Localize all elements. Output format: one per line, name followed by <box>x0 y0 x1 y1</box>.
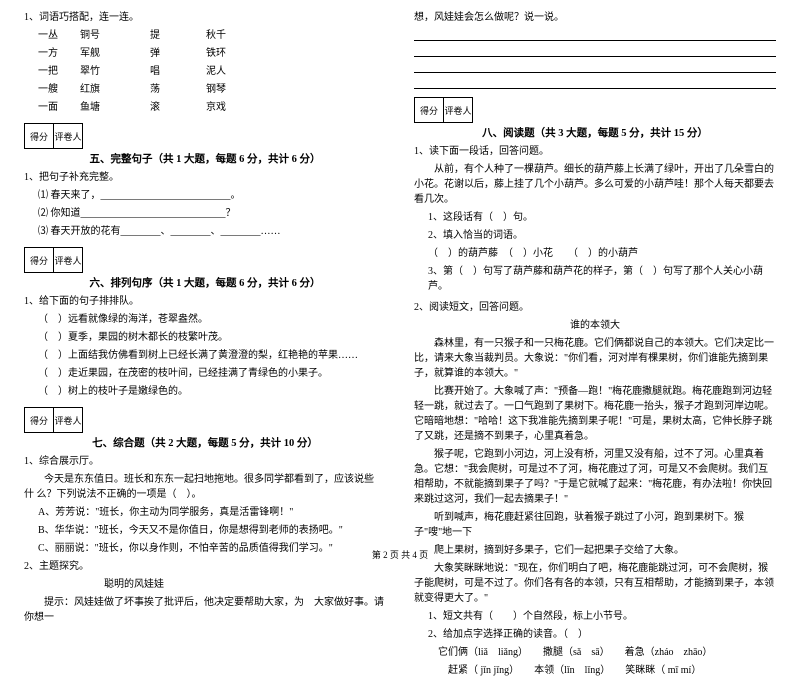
r1-item: 2、填入恰当的词语。 <box>414 228 776 243</box>
left-column: 1、词语巧搭配，连一连。 一丛铜号提秋千 一方军舰弹铁环 一把翠竹唱泥人 一艘红… <box>24 10 386 681</box>
score-cell: 得分 <box>24 407 54 433</box>
answer-line <box>414 77 776 89</box>
sec5-q: 1、把句子补充完整。 <box>24 170 386 185</box>
score-cell: 得分 <box>414 97 444 123</box>
sec6-item: （ ）树上的枝叶子是嫩绿色的。 <box>24 384 386 399</box>
r2-title: 谁的本领大 <box>414 318 776 333</box>
r2-words: 它们俩（liǎ liǎng） 撒腿（sǎ sā） 着急（zháo zhāo） <box>414 645 776 660</box>
section-8-title: 八、阅读题（共 3 大题，每题 5 分，共计 15 分） <box>414 125 776 140</box>
section-5-title: 五、完整句子（共 1 大题，每题 6 分，共计 6 分） <box>24 151 386 166</box>
sec7-p1: 今天是东东值日。班长和东东一起扫地拖地。很多同学都看到了，应该说些 什 么？下列… <box>24 472 386 502</box>
grader-cell: 评卷人 <box>53 123 83 149</box>
r2-p: 听到喊声，梅花鹿赶紧往回跑，驮着猴子跳过了小河，跑到果树下。猴子"嗖"地一下 <box>414 510 776 540</box>
sec5-item: ⑵ 你知道_____________________________？ <box>24 206 386 221</box>
sec7-q2: 2、主题探究。 <box>24 559 386 574</box>
pair-row: 一面鱼塘滚京戏 <box>24 100 386 115</box>
r2-p: 比赛开始了。大象喊了声："预备—跑！"梅花鹿撒腿就跑。梅花鹿跑到河边轻轻一跳，就… <box>414 384 776 444</box>
r2-head: 2、阅读短文，回答问题。 <box>414 300 776 315</box>
r2-words: 赶紧（ jǐn jǐng） 本领（lǐn lǐng） 笑眯眯（ mī mí） <box>414 663 776 678</box>
r1-item: 1、这段话有（ ）句。 <box>414 210 776 225</box>
r2-q: 1、短文共有（ ）个自然段，标上小节号。 <box>414 609 776 624</box>
sec6-item: （ ）上面结我仿佛看到树上已经长满了黄澄澄的梨，红艳艳的苹果…… <box>24 348 386 363</box>
grader-cell: 评卷人 <box>53 407 83 433</box>
section-7-title: 七、综合题（共 2 大题，每题 5 分，共计 10 分） <box>24 435 386 450</box>
r1-p: 从前，有个人种了一棵葫芦。细长的葫芦藤上长满了绿叶，开出了几朵雪白的小花。花谢以… <box>414 162 776 207</box>
right-column: 想，风娃娃会怎么做呢？说一说。 得分 评卷人 八、阅读题（共 3 大题，每题 5… <box>414 10 776 681</box>
sec7-p2: 提示：风娃娃做了坏事挨了批评后，他决定要帮助大家，为 大家做好事。请你想一 <box>24 595 386 625</box>
sec5-item: ⑴ 春天来了，__________________________。 <box>24 188 386 203</box>
section-6-title: 六、排列句序（共 1 大题，每题 6 分，共计 6 分） <box>24 275 386 290</box>
sec7-q1: 1、综合展示厅。 <box>24 454 386 469</box>
cont-line: 想，风娃娃会怎么做呢？说一说。 <box>414 10 776 25</box>
score-box-8: 得分 评卷人 <box>414 97 776 123</box>
pair-row: 一把翠竹唱泥人 <box>24 64 386 79</box>
sec7-sub: 聪明的风娃娃 <box>24 577 386 592</box>
pair-row: 一艘红旗荡钢琴 <box>24 82 386 97</box>
r1-item: 3、第（ ）句写了葫芦藤和葫芦花的样子，第（ ）句写了那个人关心小葫芦。 <box>414 264 776 294</box>
sec5-item: ⑶ 春天开放的花有________、________、________…… <box>24 224 386 239</box>
pair-row: 一丛铜号提秋千 <box>24 28 386 43</box>
pair-row: 一方军舰弹铁环 <box>24 46 386 61</box>
r2-q: 2、给加点字选择正确的读音。（ ） <box>414 627 776 642</box>
answer-line <box>414 29 776 41</box>
score-box-7: 得分 评卷人 <box>24 407 386 433</box>
r1-head: 1、读下面一段话，回答问题。 <box>414 144 776 159</box>
answer-line <box>414 45 776 57</box>
score-box-5: 得分 评卷人 <box>24 123 386 149</box>
score-cell: 得分 <box>24 247 54 273</box>
sec6-item: （ ）走近果园，在茂密的枝叶间，已经挂满了青绿色的小果子。 <box>24 366 386 381</box>
sec6-item: （ ）夏季，果园的树木都长的枝繁叶茂。 <box>24 330 386 345</box>
r1-item: （ ）的葫芦藤 （ ）小花 （ ）的小葫芦 <box>414 246 776 261</box>
r2-p: 猴子呢，它跑到小河边，河上没有桥，河里又没有船，过不了河。心里真着急。它想："我… <box>414 447 776 507</box>
sec6-item: （ ）远看就像绿的海洋，苍翠盎然。 <box>24 312 386 327</box>
q1-head: 1、词语巧搭配，连一连。 <box>24 10 386 25</box>
score-cell: 得分 <box>24 123 54 149</box>
sec7-opt: B、华华说："班长，今天又不是你值日，你是想得到老师的表扬吧。" <box>24 523 386 538</box>
sec6-q: 1、给下面的句子排排队。 <box>24 294 386 309</box>
r2-p: 森林里，有一只猴子和一只梅花鹿。它们俩都说自己的本领大。它们决定比一比，请来大象… <box>414 336 776 381</box>
grader-cell: 评卷人 <box>53 247 83 273</box>
answer-line <box>414 61 776 73</box>
page-number: 第 2 页 共 4 页 <box>0 548 800 561</box>
sec7-opt: A、芳芳说："班长，你主动为同学服务，真是活雷锋啊！" <box>24 505 386 520</box>
grader-cell: 评卷人 <box>443 97 473 123</box>
score-box-6: 得分 评卷人 <box>24 247 386 273</box>
r2-p: 大象笑眯眯地说："现在，你们明白了吧，梅花鹿能跳过河，可不会爬树，猴子能爬树，可… <box>414 561 776 606</box>
